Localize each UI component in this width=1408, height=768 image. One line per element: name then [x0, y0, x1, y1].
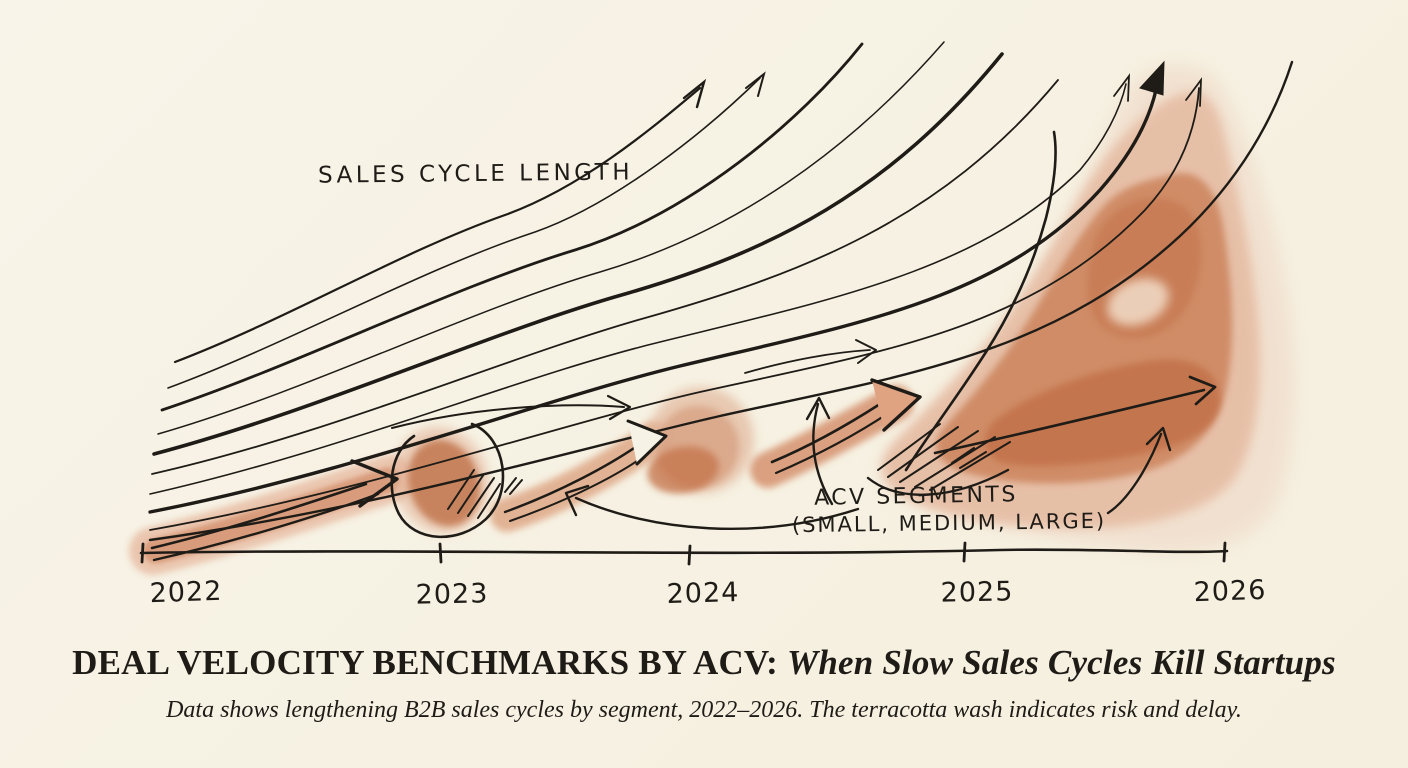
axis-tick-label-2023: 2023	[415, 578, 489, 611]
arrowhead-icon	[350, 459, 399, 508]
stream-line	[148, 88, 1158, 514]
hatch-fan	[877, 423, 1011, 491]
acv-segments-label: ACV SEGMENTS	[813, 482, 1019, 511]
axis-tick	[1222, 541, 1227, 563]
arrow-long	[933, 388, 1206, 455]
arrowhead-icon	[855, 339, 877, 364]
watercolor-washes	[129, 65, 1295, 575]
turbulence-loop	[390, 422, 505, 539]
arrow-shaft	[150, 482, 368, 550]
acv-segments-sublabel: (SMALL, MEDIUM, LARGE)	[791, 508, 1107, 538]
wash-blob-2024-dark	[647, 446, 719, 494]
stream-line	[167, 77, 761, 389]
arrowhead-icon	[805, 396, 831, 421]
callout-arrow	[1106, 432, 1163, 515]
axis-tick-label-2024: 2024	[666, 577, 740, 610]
chart-title-emphasis: When Slow Sales Cycles Kill Startups	[786, 643, 1336, 682]
callout-arrow	[574, 496, 860, 530]
arrowhead-icon	[745, 71, 766, 97]
chart-title: DEAL VELOCITY BENCHMARKS BY ACV: When Sl…	[72, 643, 1336, 683]
arrow-thin	[391, 404, 625, 429]
arrowhead-icon	[626, 419, 668, 466]
wash-streak-1-core	[143, 467, 401, 564]
axis-tick-label-2025: 2025	[940, 576, 1014, 609]
arrowhead-icon	[606, 394, 632, 421]
axis-line	[139, 548, 1229, 555]
wash-light-hole	[1107, 278, 1169, 326]
chart-title-main: DEAL VELOCITY BENCHMARKS BY ACV:	[72, 643, 787, 682]
arrowhead-icon	[1113, 73, 1131, 102]
arrowhead-icon	[1188, 375, 1217, 406]
stream-lines	[148, 41, 1294, 542]
wash-streak-3	[750, 385, 914, 488]
arrowhead-icon	[870, 378, 922, 432]
stream-line	[151, 79, 1059, 475]
arrow-shaft	[770, 402, 882, 464]
arrowhead-icon	[682, 78, 707, 109]
axis-tick	[687, 544, 692, 566]
stream-line	[148, 60, 1294, 542]
axis-tick	[438, 542, 443, 564]
axis-tick-label-2026: 2026	[1193, 574, 1267, 609]
stream-line	[173, 86, 702, 364]
wash-dark-band	[984, 359, 1221, 466]
stream-line	[149, 87, 1200, 531]
stream-line	[157, 41, 945, 435]
arrowhead-icon	[564, 484, 590, 517]
chart-subtitle: Data shows lengthening B2B sales cycles …	[166, 697, 1242, 723]
arrowhead-icon	[1145, 426, 1172, 452]
stream-lines-label: SALES CYCLE LENGTH	[317, 159, 634, 189]
arrow-shaft	[503, 442, 642, 514]
timeline-axis	[139, 541, 1229, 566]
arrow-thin	[744, 349, 871, 374]
callout-arrow	[812, 402, 834, 506]
axis-tick	[140, 542, 145, 564]
stream-line	[149, 83, 1127, 495]
stream-line	[160, 42, 864, 412]
stream-line	[152, 52, 1004, 456]
hatch-sweep	[866, 468, 1010, 496]
arrow-shaft	[774, 410, 892, 475]
axis-tick-label-2022: 2022	[149, 575, 223, 610]
hatch-marks	[447, 469, 523, 519]
arrowhead-icon	[1139, 60, 1165, 96]
ink-arrows	[150, 130, 1217, 562]
arrowhead-icon	[1185, 77, 1203, 107]
wash-edge-line	[904, 130, 1057, 472]
axis-tick	[962, 541, 967, 563]
